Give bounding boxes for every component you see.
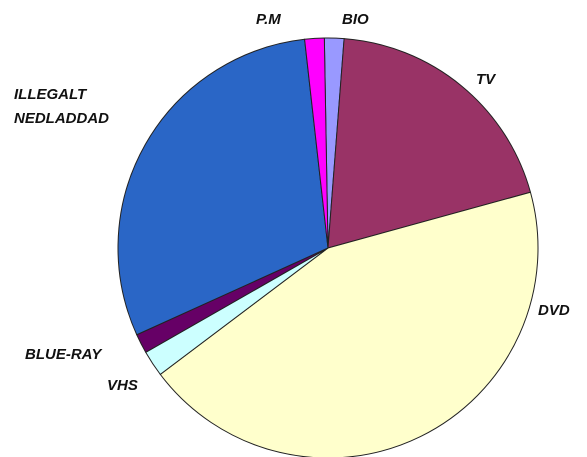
slice-label: BLUE-RAY [25, 346, 102, 363]
slice-label: DVD [538, 302, 570, 319]
slice-label: TV [476, 71, 496, 88]
pie-slice [117, 38, 329, 336]
slice-label: BIO [342, 11, 369, 28]
slice-label: ILLEGALT NEDLADDAD [14, 86, 109, 127]
pie-slice [159, 191, 539, 457]
slice-label: VHS [107, 377, 138, 394]
pie-slice [304, 37, 329, 249]
slice-label: P.M [256, 11, 281, 28]
pie-slice [327, 38, 532, 249]
